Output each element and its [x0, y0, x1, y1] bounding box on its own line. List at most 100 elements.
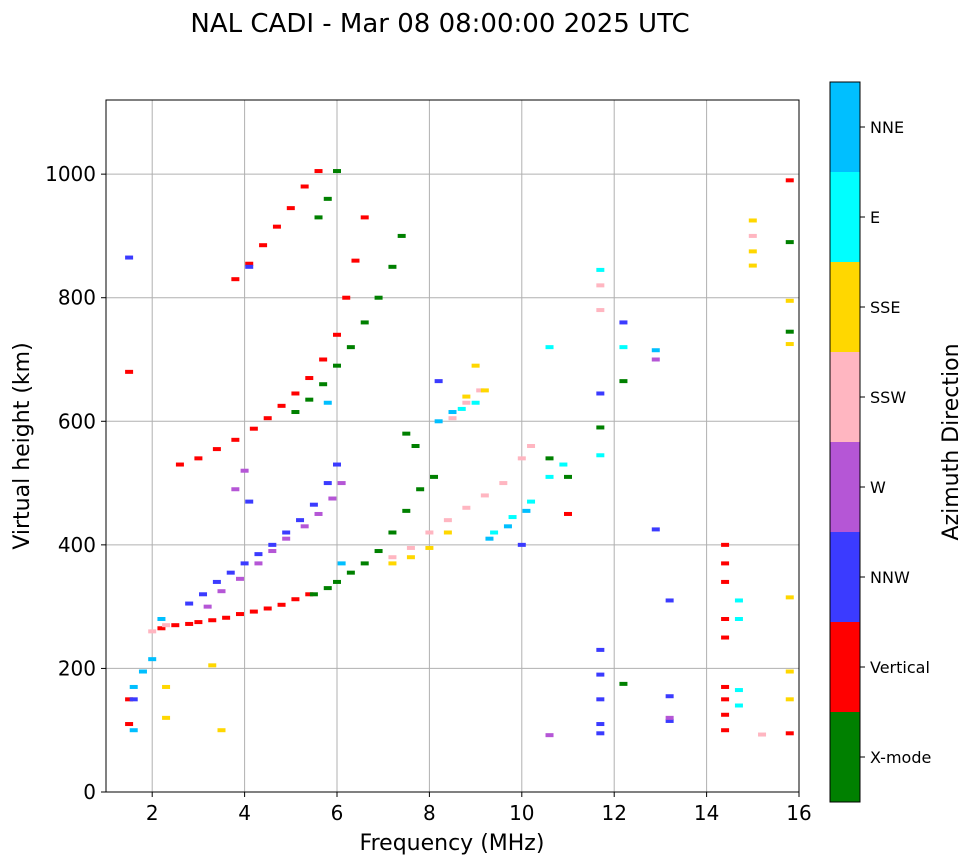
data-point [721, 579, 730, 584]
data-point [374, 549, 383, 554]
data-point [203, 604, 212, 609]
data-point [785, 178, 794, 183]
data-point [300, 524, 309, 529]
data-point [309, 502, 318, 507]
data-point [346, 570, 355, 575]
data-point [651, 357, 660, 362]
series-w [203, 357, 674, 738]
data-point [125, 722, 134, 727]
data-point [231, 487, 240, 492]
data-point [434, 419, 443, 424]
data-point [471, 400, 480, 405]
data-point [328, 496, 337, 501]
colorbar-segment [830, 442, 860, 532]
data-point [527, 444, 536, 448]
data-point [254, 561, 263, 566]
data-point [148, 629, 157, 634]
data-point [208, 618, 217, 623]
chart-title: NAL CADI - Mar 08 08:00:00 2025 UTC [190, 9, 689, 39]
data-point [305, 397, 314, 402]
data-point [758, 732, 767, 737]
data-point [402, 431, 411, 436]
data-point [596, 283, 605, 288]
colorbar-segment [830, 712, 860, 802]
data-point [342, 295, 351, 300]
data-point [721, 542, 730, 547]
data-point [416, 487, 425, 492]
y-tick-label: 1000 [45, 162, 96, 186]
data-points [125, 169, 794, 738]
data-point [282, 536, 291, 541]
data-point [194, 456, 203, 461]
data-point [319, 382, 328, 387]
data-point [462, 394, 471, 399]
data-point [157, 626, 166, 631]
colorbar-label: NNE [870, 118, 904, 137]
data-point [619, 320, 628, 325]
y-tick-label: 600 [58, 409, 96, 433]
data-point [291, 410, 300, 415]
data-point [476, 388, 485, 393]
data-point [388, 561, 397, 566]
data-point [785, 342, 794, 347]
data-point [411, 444, 420, 448]
data-point [249, 609, 258, 614]
data-point [125, 697, 134, 702]
data-point [596, 722, 605, 727]
data-point [785, 240, 794, 245]
data-point [564, 474, 572, 479]
data-point [721, 684, 730, 689]
x-tick-label: 4 [238, 801, 251, 825]
colorbar-label: NNW [870, 568, 910, 587]
colorbar-label: Vertical [870, 658, 930, 677]
data-point [402, 508, 411, 513]
data-point [360, 320, 369, 325]
data-point [305, 592, 314, 597]
colorbar-segment [830, 352, 860, 442]
data-point [734, 688, 743, 693]
data-point [503, 524, 512, 529]
data-point [263, 416, 272, 421]
data-point [785, 595, 794, 600]
series-vertical [125, 169, 794, 736]
x-tick-label: 8 [423, 801, 436, 825]
data-point [138, 669, 147, 674]
data-point [651, 348, 660, 353]
data-point [333, 332, 341, 337]
data-point [314, 169, 323, 174]
data-point [305, 376, 314, 381]
data-point [346, 345, 355, 350]
data-point [323, 196, 332, 201]
data-point [245, 264, 254, 269]
data-point [545, 345, 554, 350]
data-point [185, 601, 194, 606]
data-point [235, 576, 244, 581]
data-point [596, 731, 605, 736]
y-tick-label: 800 [58, 286, 96, 310]
colorbar-label: W [870, 478, 886, 497]
data-point [471, 363, 480, 368]
colorbar-segment [830, 82, 860, 172]
data-point [291, 597, 300, 602]
data-point [457, 406, 466, 411]
data-point [129, 728, 138, 733]
data-point [277, 602, 286, 607]
data-point [596, 672, 605, 677]
data-point [337, 481, 346, 486]
data-point [388, 555, 397, 560]
data-point [217, 589, 226, 594]
x-tick-label: 12 [601, 801, 626, 825]
data-point [596, 267, 605, 272]
data-point [360, 561, 369, 566]
y-tick-label: 400 [58, 533, 96, 557]
data-point [217, 728, 226, 733]
data-point [162, 715, 171, 720]
colorbar-label: SSE [870, 298, 900, 317]
colorbar-segment [830, 172, 860, 262]
data-point [619, 345, 628, 350]
data-point [125, 369, 134, 374]
data-point [651, 527, 660, 532]
y-axis-label: Virtual height (km) [10, 342, 35, 549]
y-tick-label: 200 [58, 656, 96, 680]
data-point [333, 363, 341, 368]
